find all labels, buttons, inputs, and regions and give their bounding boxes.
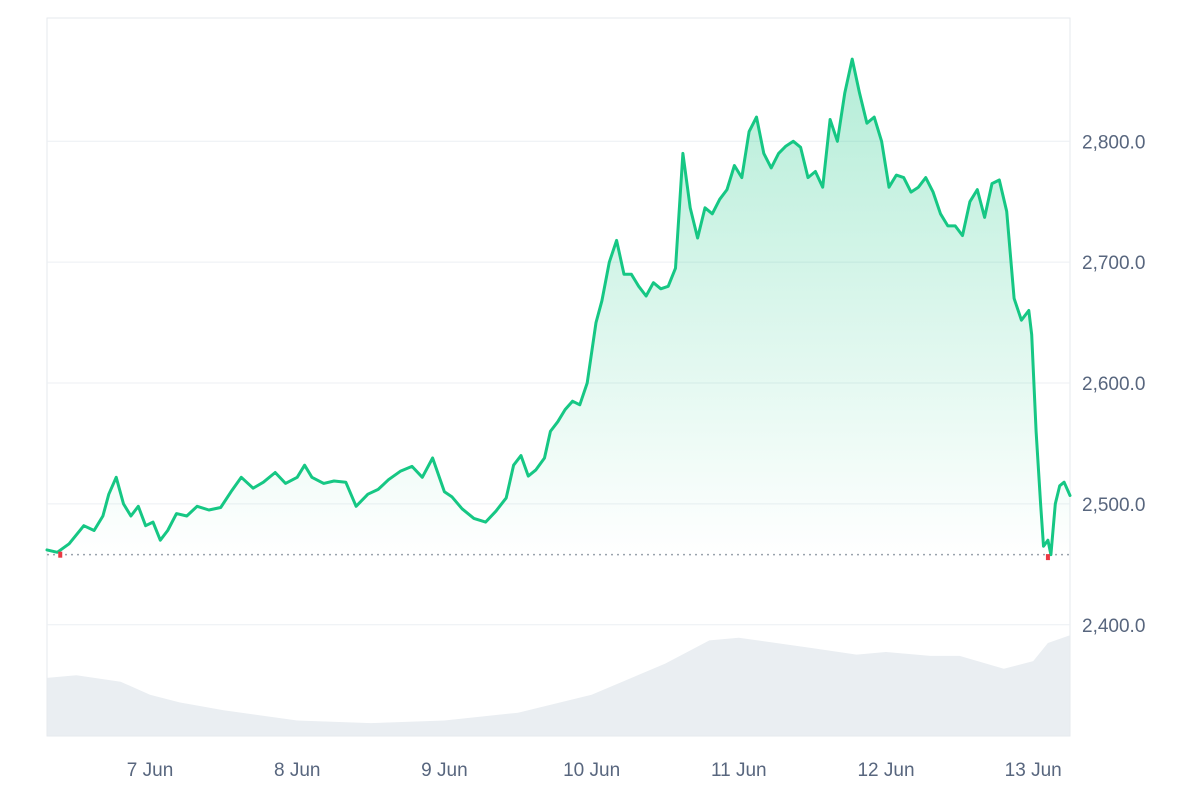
y-axis-labels: 2,400.0 2,500.0 2,600.0 2,700.0 2,800.0: [1082, 132, 1145, 637]
y-tick-label: 2,800.0: [1082, 132, 1145, 153]
x-tick-label: 9 Jun: [421, 760, 467, 781]
plot-frame: [46, 17, 1071, 737]
low-marker: [1045, 554, 1050, 561]
marker-layer: [58, 551, 1050, 561]
x-axis-labels: 7 Jun 8 Jun 9 Jun 10 Jun 11 Jun 12 Jun 13 Jun: [127, 760, 1062, 781]
area-layer: [47, 59, 1070, 555]
y-tick-label: 2,600.0: [1082, 374, 1145, 395]
price-line: [45, 57, 1072, 557]
line-layer: [45, 57, 1072, 557]
y-tick-label: 2,700.0: [1082, 253, 1145, 274]
x-tick-label: 11 Jun: [711, 760, 767, 781]
x-tick-label: 13 Jun: [1005, 760, 1062, 781]
volume-area: [47, 635, 1070, 736]
low-marker: [58, 551, 63, 558]
price-area: [47, 59, 1070, 555]
y-tick-label: 2,400.0: [1082, 616, 1145, 637]
x-tick-label: 7 Jun: [127, 760, 173, 781]
volume-layer: [47, 635, 1070, 736]
x-tick-label: 12 Jun: [857, 760, 914, 781]
x-tick-label: 8 Jun: [274, 760, 320, 781]
x-tick-label: 10 Jun: [563, 760, 620, 781]
y-tick-label: 2,500.0: [1082, 495, 1145, 516]
